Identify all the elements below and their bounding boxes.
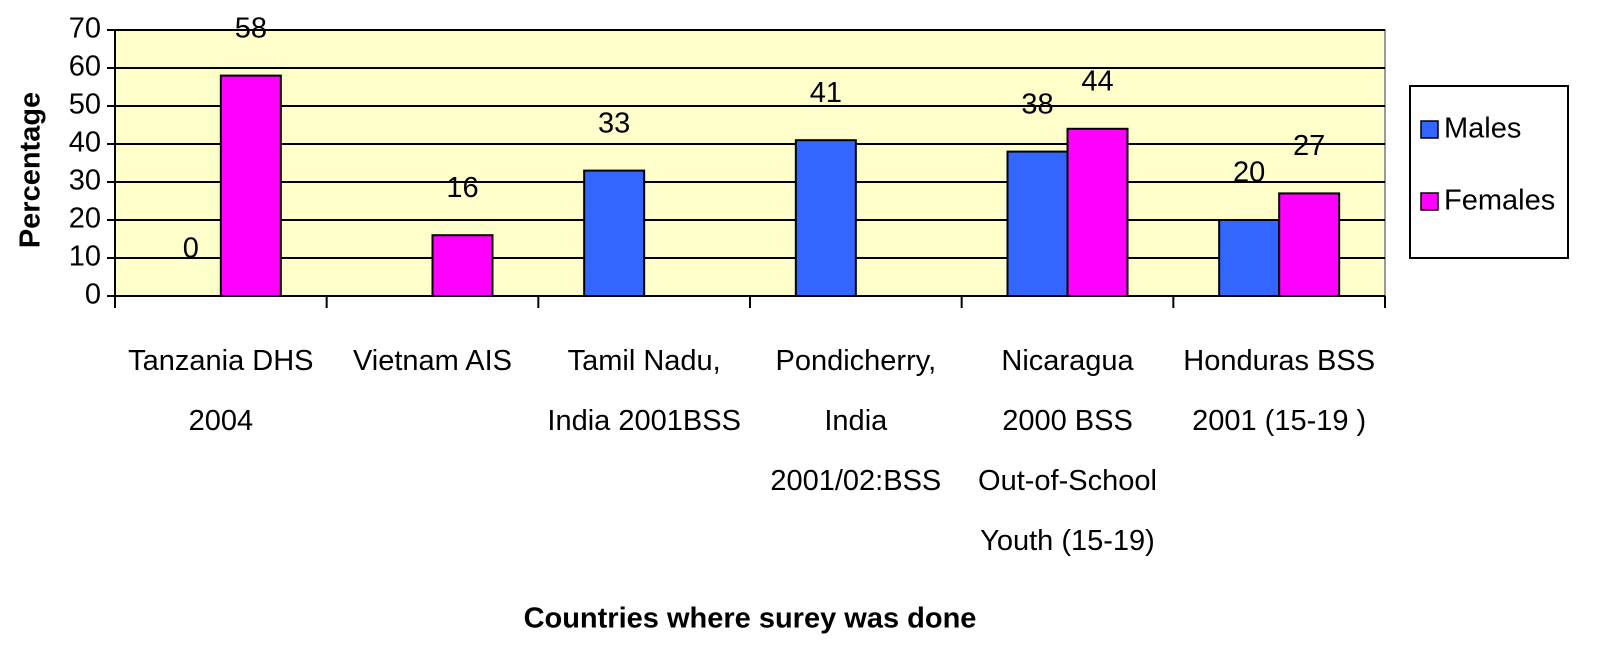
y-tick-label: 60 — [69, 51, 101, 83]
x-tick-label: Nicaragua 2000 BSS Out-of-School Youth (15-… — [978, 345, 1157, 557]
x-tick-label: Tanzania DHS 2004 — [128, 345, 313, 437]
data-label: 58 — [235, 12, 267, 44]
bar — [794, 139, 857, 297]
y-tick-label: 10 — [69, 241, 101, 273]
data-label: 27 — [1293, 130, 1325, 162]
data-label: 33 — [598, 107, 630, 139]
bar — [1006, 150, 1069, 297]
data-label: 38 — [1021, 88, 1053, 120]
data-label: 16 — [446, 172, 478, 204]
data-label: 41 — [810, 77, 842, 109]
plot-area — [114, 29, 1386, 297]
bar — [1066, 127, 1129, 297]
y-tick-label: 40 — [69, 127, 101, 159]
y-tick-label: 30 — [69, 165, 101, 197]
legend-swatch — [1420, 120, 1439, 139]
data-label: 44 — [1081, 65, 1113, 97]
x-tick-label: Vietnam AIS — [353, 345, 512, 377]
x-tick-label: Tamil Nadu, India 2001BSS — [547, 345, 740, 437]
data-label: 0 — [183, 233, 199, 265]
x-tick-label: Honduras BSS 2001 (15-19 ) — [1183, 345, 1375, 437]
data-label: 20 — [1233, 157, 1265, 189]
legend-label: Females — [1444, 185, 1555, 217]
bar — [583, 169, 646, 298]
legend-swatch — [1420, 192, 1439, 211]
bar — [431, 234, 494, 297]
y-tick-label: 50 — [69, 89, 101, 121]
x-tick-label: Pondicherry, India 2001/02:BSS — [770, 345, 941, 497]
bar — [219, 74, 282, 297]
y-tick-label: 70 — [69, 13, 101, 45]
bar — [1278, 192, 1341, 297]
legend — [1409, 85, 1569, 259]
y-axis-title: Percentage — [15, 92, 47, 248]
y-tick-label: 20 — [69, 203, 101, 235]
bar — [1218, 219, 1281, 297]
y-tick-label: 0 — [85, 279, 101, 311]
x-axis-title: Countries where surey was done — [524, 603, 977, 635]
legend-label: Males — [1444, 113, 1521, 145]
